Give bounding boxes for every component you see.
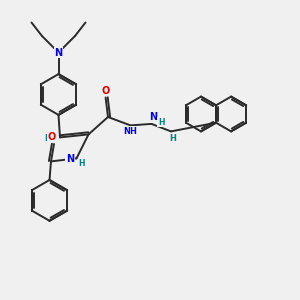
- Text: H: H: [78, 159, 84, 168]
- Text: N: N: [66, 154, 74, 164]
- Text: H: H: [158, 118, 164, 127]
- Text: N: N: [54, 47, 63, 58]
- Text: H: H: [169, 134, 176, 143]
- Text: O: O: [101, 86, 110, 96]
- Text: NH: NH: [124, 127, 137, 136]
- Text: H: H: [44, 134, 51, 143]
- Text: N: N: [148, 112, 157, 122]
- Text: O: O: [47, 132, 56, 142]
